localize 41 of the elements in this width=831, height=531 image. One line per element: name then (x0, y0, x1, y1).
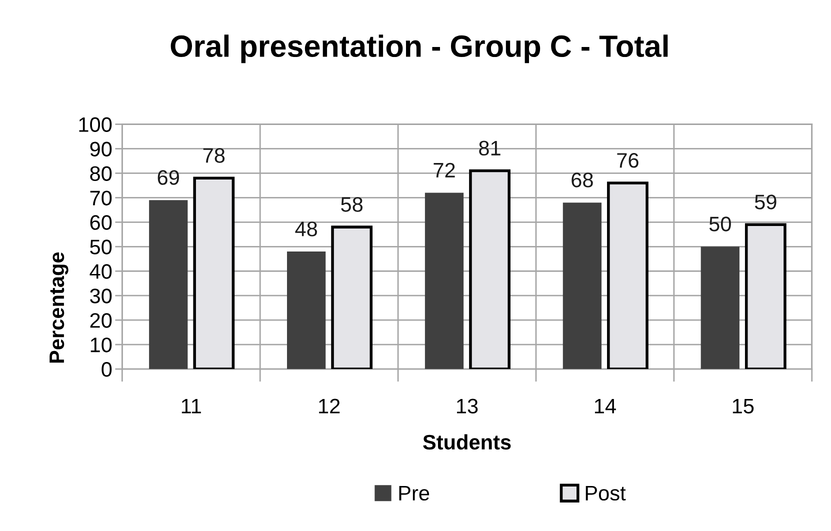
data-label: 72 (434, 162, 455, 178)
y-tick-label: 50 (90, 240, 112, 254)
bar (700, 246, 740, 370)
x-tick-label: 15 (732, 398, 754, 414)
y-tick-label: 100 (79, 117, 112, 132)
x-tick-label: 14 (594, 398, 616, 414)
data-label: 58 (341, 197, 363, 212)
bar (469, 169, 510, 370)
chart-title: Oral presentation - Group C - Total (170, 34, 668, 64)
bar (331, 226, 373, 370)
x-tick-label: 11 (182, 398, 201, 414)
bar (424, 192, 464, 370)
y-tick-label: 10 (90, 338, 112, 352)
x-axis-title: Students (423, 434, 511, 450)
x-tick-label: 13 (457, 398, 478, 414)
data-label: 59 (754, 194, 776, 210)
y-tick-label: 20 (90, 313, 112, 328)
y-axis-title: Percentage (50, 252, 68, 363)
data-label: 78 (203, 148, 225, 163)
bar (607, 182, 648, 370)
x-tick-label: 12 (319, 398, 340, 414)
legend-label: Pre (399, 486, 430, 501)
legend-label: Post (586, 486, 626, 501)
data-label: 50 (709, 216, 731, 232)
y-tick-label: 80 (90, 166, 112, 181)
data-label: 69 (158, 170, 179, 185)
y-tick-label: 40 (90, 264, 112, 279)
y-tick-label: 30 (90, 288, 112, 304)
bar (193, 176, 235, 370)
bar (149, 200, 188, 370)
y-tick-label: 90 (90, 142, 112, 156)
data-label: 81 (479, 140, 500, 156)
y-tick-label: 60 (90, 215, 112, 230)
data-label: 68 (572, 172, 593, 188)
data-label: 76 (617, 153, 638, 168)
data-label: 48 (295, 222, 317, 236)
bar (744, 223, 786, 370)
y-tick-label: 0 (102, 362, 112, 377)
bar (562, 202, 602, 370)
y-tick-label: 70 (90, 190, 112, 206)
bar (287, 252, 326, 370)
